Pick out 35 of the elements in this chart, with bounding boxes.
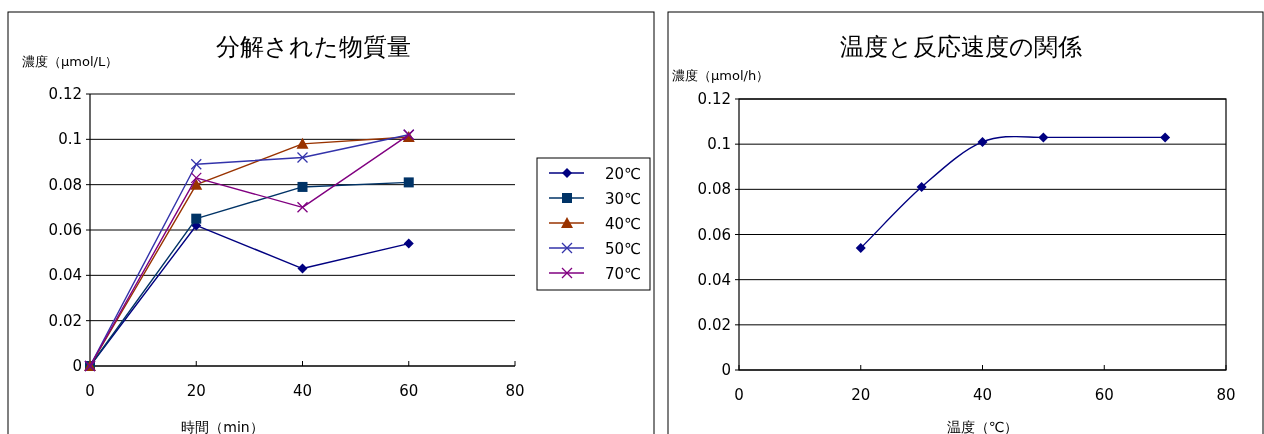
x-tick-label: 80 [505,382,525,400]
y-tick-label: 0 [72,357,82,375]
y-tick-label: 0.06 [48,221,82,239]
legend-label: 50℃ [605,240,641,258]
y-tick-label: 0 [721,361,731,379]
y-axis-title: 濃度（μmol/L） [22,54,119,69]
x-tick-label: 60 [1094,386,1114,404]
legend-label: 20℃ [605,165,641,183]
x-tick-label: 0 [85,382,95,400]
x-tick-label: 40 [972,386,993,404]
chart-title: 温度と反応速度の関係 [839,33,1082,61]
y-tick-label: 0.08 [48,175,82,194]
y-tick-label: 0.02 [697,315,731,334]
y-tick-label: 0.12 [48,85,82,103]
x-tick-label: 60 [399,382,419,400]
x-tick-label: 40 [292,382,313,400]
x-tick-label: 20 [851,386,871,404]
x-tick-label: 20 [186,382,206,400]
y-axis-title: 濃度（μmol/h） [672,68,770,83]
legend-label: 40℃ [605,215,641,233]
x-axis-title: 温度（℃） [946,419,1019,434]
x-tick-label: 0 [734,386,744,404]
chart-title: 分解された物質量 [215,33,411,61]
x-axis-title: 時間（min） [181,419,264,434]
y-tick-label: 0.1 [58,130,82,149]
y-tick-label: 0.1 [707,135,731,154]
y-tick-label: 0.08 [697,180,731,199]
y-tick-label: 0.02 [48,311,82,330]
y-tick-label: 0.06 [697,225,731,244]
y-tick-label: 0.04 [697,270,731,289]
y-tick-label: 0.04 [48,266,82,285]
legend-label: 70℃ [605,265,641,283]
legend-label: 30℃ [605,190,641,208]
y-tick-label: 0.12 [697,90,731,108]
x-tick-label: 80 [1216,386,1236,404]
